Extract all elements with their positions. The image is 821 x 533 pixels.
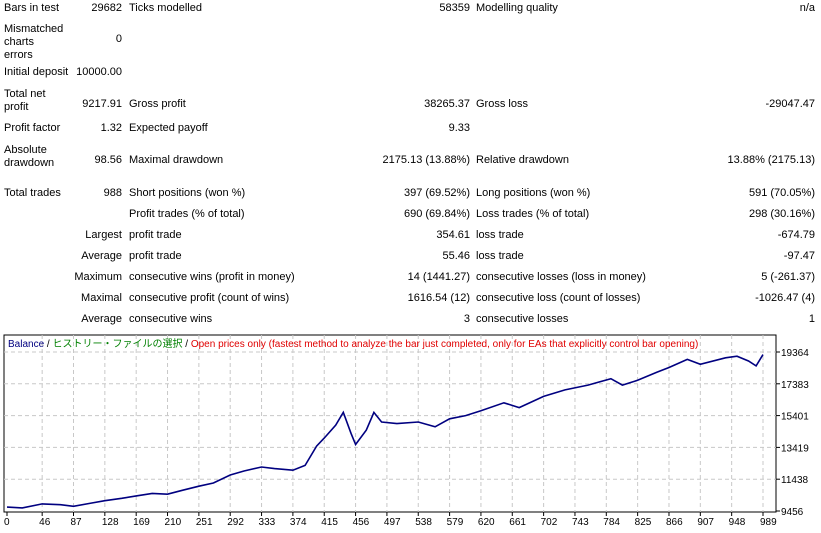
x-tick-label: 538 — [415, 517, 432, 528]
x-tick-label: 620 — [478, 517, 495, 528]
stat-value: 298 (30.16%) — [748, 208, 815, 220]
y-tick-label: 15401 — [781, 412, 809, 423]
stat-label: Total net profit — [4, 88, 46, 113]
x-tick-label: 989 — [760, 517, 777, 528]
stat-label: consecutive profit (count of wins) — [129, 292, 290, 304]
stat-value: 5 (-261.37) — [761, 271, 815, 283]
legend-model: Open prices only (fastest method to anal… — [191, 339, 699, 350]
stat-value: n/a — [799, 2, 815, 14]
stat-value: Maximum — [74, 271, 122, 283]
x-tick-label: 743 — [572, 517, 589, 528]
x-tick-label: 210 — [165, 517, 182, 528]
legend-balance: Balance — [8, 339, 45, 350]
stat-value: 397 (69.52%) — [403, 187, 470, 199]
x-tick-label: 0 — [4, 517, 10, 528]
x-tick-label: 292 — [227, 517, 244, 528]
stat-label: Absolute drawdown — [4, 144, 55, 169]
x-tick-label: 948 — [729, 517, 746, 528]
stat-value: 988 — [103, 187, 122, 199]
stat-label: Loss trades (% of total) — [476, 208, 590, 220]
stat-label: loss trade — [476, 229, 524, 241]
stat-label: Expected payoff — [129, 122, 208, 134]
stat-value: 38265.37 — [424, 98, 470, 110]
stat-value: Maximal — [81, 292, 122, 304]
x-tick-label: 46 — [39, 517, 51, 528]
stat-value: 29682 — [91, 2, 122, 14]
stat-value: Average — [81, 250, 122, 262]
stat-label: consecutive losses (loss in money) — [476, 271, 646, 283]
y-tick-label: 17383 — [781, 380, 809, 391]
x-tick-label: 251 — [196, 517, 213, 528]
x-tick-label: 661 — [509, 517, 526, 528]
stat-label: Initial deposit — [4, 66, 69, 78]
stat-value: 2175.13 (13.88%) — [382, 154, 470, 166]
stat-value: 0 — [115, 33, 122, 45]
stat-value: 98.56 — [94, 154, 122, 166]
stat-label: Long positions (won %) — [476, 187, 591, 199]
stat-value: 10000.00 — [76, 66, 122, 78]
stat-label: Ticks modelled — [129, 2, 202, 14]
y-tick-label: 19364 — [781, 348, 809, 359]
x-tick-label: 456 — [353, 517, 370, 528]
x-tick-label: 825 — [635, 517, 652, 528]
stat-value: 9.33 — [448, 122, 470, 134]
stat-value: -29047.47 — [765, 98, 815, 110]
stat-value: 354.61 — [436, 229, 470, 241]
stat-label: Gross loss — [476, 98, 528, 110]
x-tick-label: 702 — [541, 517, 558, 528]
chart-legend: Balance / ヒストリー・ファイルの選択 / Open prices on… — [8, 337, 698, 350]
balance-line — [6, 354, 764, 509]
stat-value: 13.88% (2175.13) — [727, 154, 815, 166]
x-tick-label: 374 — [290, 517, 307, 528]
stat-value: 14 (1441.27) — [407, 271, 470, 283]
y-tick-label: 13419 — [781, 443, 809, 454]
stat-value: -97.47 — [783, 250, 815, 262]
x-tick-label: 497 — [384, 517, 401, 528]
stat-value: 1 — [808, 313, 815, 325]
x-tick-label: 579 — [447, 517, 464, 528]
x-tick-label: 128 — [102, 517, 119, 528]
stat-value: 591 (70.05%) — [748, 187, 815, 199]
stat-label: consecutive losses — [476, 313, 569, 325]
stat-value: -674.79 — [777, 229, 815, 241]
balance-chart: Balance / ヒストリー・ファイルの選択 / Open prices on… — [3, 334, 809, 528]
stat-label: Gross profit — [129, 98, 186, 110]
stat-label: Profit trades (% of total) — [129, 208, 245, 220]
x-tick-label: 169 — [133, 517, 150, 528]
stat-label: Bars in test — [4, 2, 60, 14]
stat-label: profit trade — [129, 229, 182, 241]
x-tick-label: 333 — [259, 517, 276, 528]
stat-label: consecutive wins (profit in money) — [129, 271, 295, 283]
x-tick-label: 415 — [321, 517, 338, 528]
x-tick-label: 87 — [71, 517, 83, 528]
stat-value: 1616.54 (12) — [407, 292, 470, 304]
stat-value: 58359 — [439, 2, 470, 14]
x-tick-label: 907 — [697, 517, 714, 528]
stat-label: loss trade — [476, 250, 524, 262]
stat-label: consecutive loss (count of losses) — [476, 292, 641, 304]
stat-value: -1026.47 (4) — [755, 292, 815, 304]
y-tick-label: 9456 — [781, 507, 804, 518]
stat-value: 1.32 — [100, 122, 122, 134]
y-tick-label: 11438 — [781, 475, 809, 486]
stat-value: Average — [81, 313, 122, 325]
stat-label: consecutive wins — [129, 313, 213, 325]
x-tick-label: 866 — [666, 517, 683, 528]
x-tick-label: 784 — [603, 517, 620, 528]
stat-label: Relative drawdown — [476, 154, 569, 166]
stat-label: Mismatched charts errors — [4, 23, 64, 61]
stat-value: 55.46 — [442, 250, 470, 262]
stat-value: 3 — [463, 313, 470, 325]
stat-label: Total trades — [4, 187, 61, 199]
stat-label: Profit factor — [4, 122, 61, 134]
stat-value: 690 (69.84%) — [403, 208, 470, 220]
stat-label: Modelling quality — [476, 2, 558, 14]
legend-symbol: ヒストリー・ファイルの選択 — [52, 337, 182, 350]
stat-label: profit trade — [129, 250, 182, 262]
stat-label: Maximal drawdown — [129, 154, 224, 166]
stat-label: Short positions (won %) — [129, 187, 246, 199]
stat-value: Largest — [85, 229, 122, 241]
stat-value: 9217.91 — [82, 98, 122, 110]
